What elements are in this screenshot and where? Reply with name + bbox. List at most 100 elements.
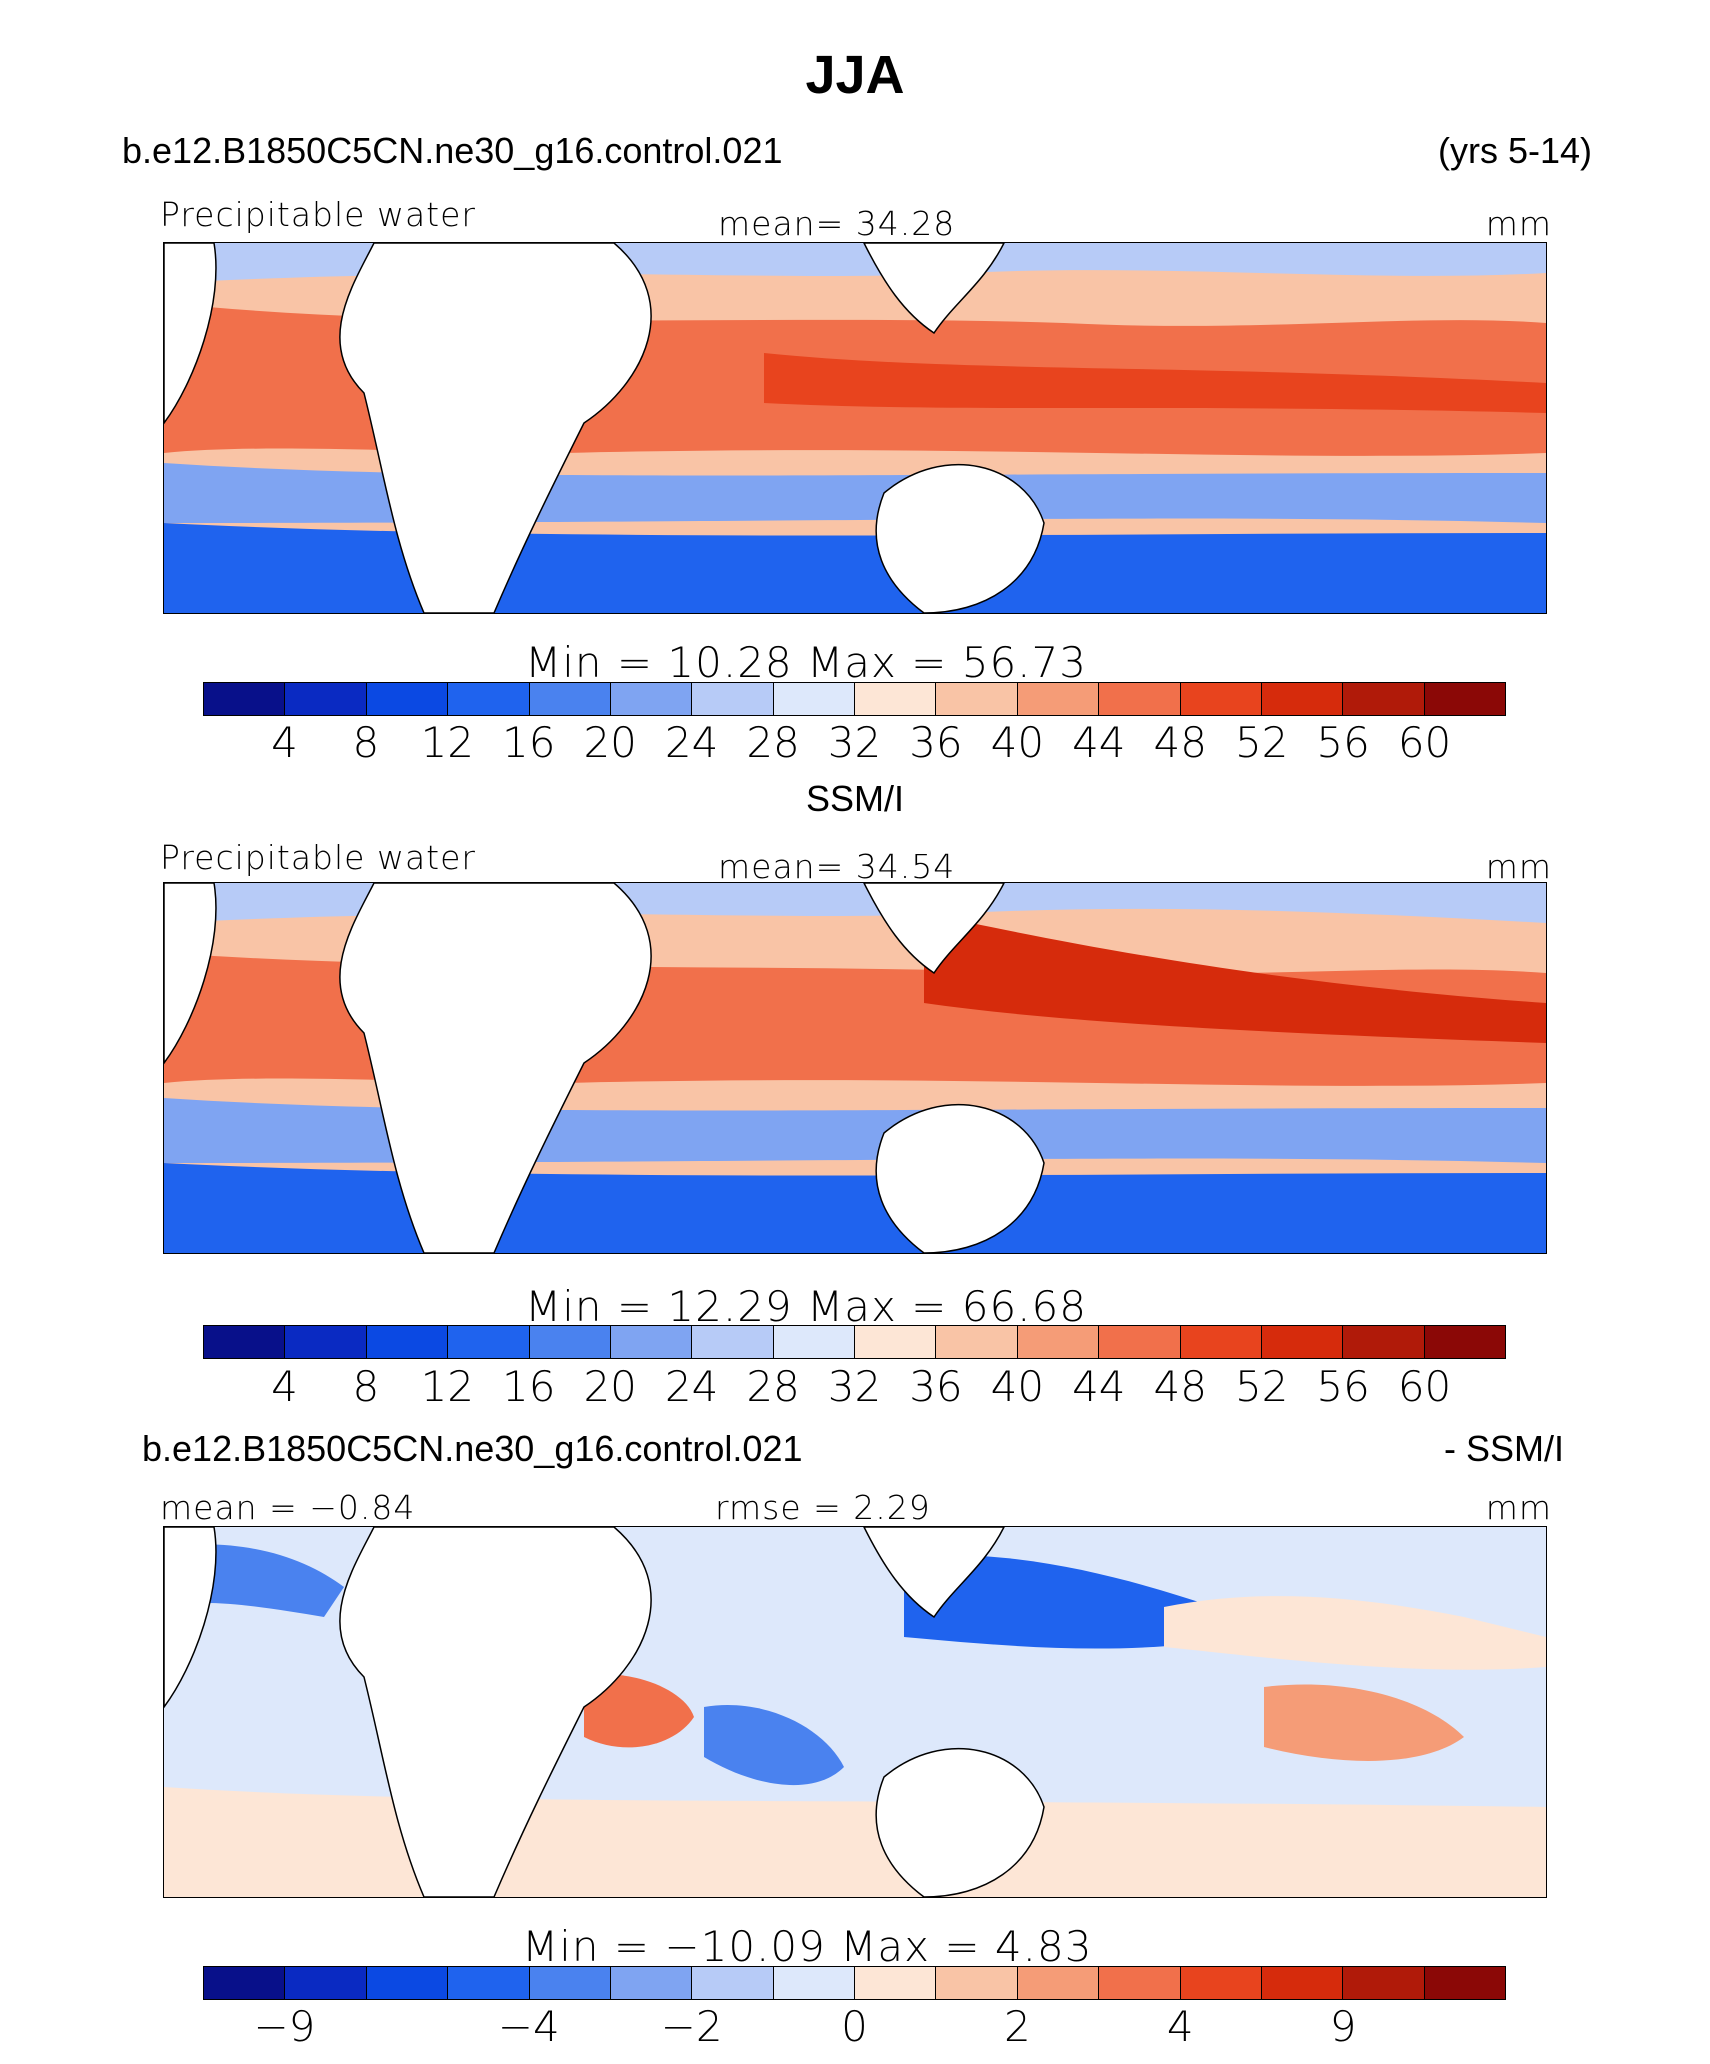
panel-2-asia [863, 883, 1005, 975]
colorbar-tick-label: 24 [664, 718, 719, 767]
panel-1-africa [339, 243, 652, 613]
panel-3-arabian-sea [584, 1674, 694, 1748]
colorbar-tick-label: 20 [583, 1362, 637, 1411]
panel-3-africa [339, 1527, 652, 1897]
panel-3-rmse-label: rmse = 2.29 [715, 1488, 931, 1527]
colorbar-tick-label: 12 [420, 718, 475, 767]
colorbar-tick-label: 44 [1072, 1362, 1126, 1411]
colorbar-tick-label: 9 [1329, 2002, 1357, 2051]
colorbar-tick-label: 8 [352, 718, 380, 767]
panel-1-minmax: Min = 10.28 Max = 56.73 [525, 638, 1087, 687]
colorbar-tick-label: 4 [271, 718, 298, 767]
panel-2-map [163, 882, 1547, 1254]
colorbar-swatch [1099, 683, 1181, 715]
panel-3-units-label: mm [1485, 1488, 1552, 1527]
colorbar-tick-label: 4 [271, 1362, 298, 1411]
colorbar-swatch [366, 1326, 449, 1358]
colorbar-swatch [1424, 683, 1505, 715]
panel-2-minmax: Min = 12.29 Max = 66.68 [525, 1282, 1087, 1331]
colorbar-tick-label: 36 [909, 718, 963, 767]
colorbar-tick-label: 4 [1166, 2002, 1194, 2051]
colorbar-swatch [610, 1326, 693, 1358]
colorbar-swatch [204, 1326, 286, 1358]
colorbar-swatch [1424, 1326, 1505, 1358]
colorbar-tick-label: 36 [909, 1362, 963, 1411]
colorbar-tick-label: 32 [827, 718, 882, 767]
colorbar-swatch [1343, 683, 1425, 715]
panel-1-title-right: (yrs 5-14) [1437, 130, 1592, 171]
panel-2-warm-pool [924, 913, 1546, 1043]
colorbar-swatch [1343, 1967, 1425, 1999]
panel-1-colorbar [203, 682, 1506, 716]
panel-2-southern-band [164, 1163, 1546, 1253]
panel-3-title-left: b.e12.B1850C5CN.ne30_g16.control.021 [142, 1428, 803, 1469]
colorbar-tick-label: 56 [1316, 1362, 1370, 1411]
panel-3-pacific-dry [904, 1555, 1244, 1649]
colorbar-swatch [692, 1326, 774, 1358]
colorbar-tick-label: 52 [1234, 1362, 1289, 1411]
colorbar-swatch [1261, 1326, 1344, 1358]
colorbar-swatch [1017, 1967, 1100, 1999]
colorbar-tick-label: 0 [841, 2002, 868, 2051]
panel-1-units-label: mm [1485, 204, 1552, 243]
panel-2-title: SSM/I [805, 778, 904, 819]
panel-3-pacific-wet [1164, 1596, 1546, 1670]
panel-1-map-svg [164, 243, 1546, 613]
colorbar-swatch [448, 1967, 530, 1999]
colorbar-tick-label: −4 [497, 2002, 560, 2051]
colorbar-swatch [1343, 1326, 1425, 1358]
panel-2-colorbar [203, 1325, 1506, 1359]
colorbar-swatch [529, 1326, 611, 1358]
colorbar-tick-label: 20 [583, 718, 637, 767]
colorbar-swatch [1017, 1326, 1100, 1358]
colorbar-tick-label: −9 [253, 2002, 316, 2051]
panel-3-bay-of-bengal [704, 1705, 844, 1786]
colorbar-swatch [1180, 683, 1262, 715]
colorbar-swatch [610, 1967, 693, 1999]
panel-3-asia [863, 1527, 1005, 1619]
colorbar-tick-label: 60 [1397, 718, 1452, 767]
colorbar-tick-label: 28 [746, 1362, 800, 1411]
colorbar-swatch [855, 1967, 937, 1999]
colorbar-swatch [773, 683, 855, 715]
panel-1-map [163, 242, 1547, 614]
colorbar-swatch [529, 1967, 611, 1999]
colorbar-swatch [204, 683, 286, 715]
panel-3-australia [875, 1747, 1045, 1897]
colorbar-tick-label: 24 [664, 1362, 719, 1411]
figure-title: JJA [805, 45, 905, 105]
panel-3-south-america [164, 1527, 217, 1709]
colorbar-swatch [366, 683, 449, 715]
colorbar-swatch [366, 1967, 449, 1999]
colorbar-tick-label: 8 [352, 1362, 380, 1411]
colorbar-tick-label: 12 [420, 1362, 475, 1411]
panel-1-australia [875, 463, 1045, 613]
panel-3-minmax: Min = −10.09 Max = 4.83 [522, 1922, 1093, 1971]
panel-1-title-left: b.e12.B1850C5CN.ne30_g16.control.021 [122, 130, 783, 171]
panel-2-units-label: mm [1485, 847, 1552, 886]
panel-3-map-svg [164, 1527, 1546, 1897]
colorbar-swatch [448, 1326, 530, 1358]
colorbar-tick-label: 16 [502, 718, 556, 767]
panel-1-variable-label: Precipitable water [160, 195, 476, 234]
colorbar-swatch [204, 1967, 286, 1999]
colorbar-tick-label: 52 [1234, 718, 1289, 767]
colorbar-swatch [285, 683, 367, 715]
panel-1-mean-label: mean= 34.28 [718, 204, 956, 243]
colorbar-swatch [936, 683, 1018, 715]
colorbar-swatch [285, 1326, 367, 1358]
colorbar-swatch [855, 683, 937, 715]
panel-3-title-right: - SSM/I [1443, 1428, 1564, 1469]
colorbar-tick-label: 40 [990, 1362, 1045, 1411]
panel-2-mean-label: mean= 34.54 [718, 847, 956, 886]
colorbar-tick-label: 28 [746, 718, 800, 767]
colorbar-swatch [1099, 1326, 1181, 1358]
colorbar-swatch [529, 683, 611, 715]
colorbar-swatch [1261, 1967, 1344, 1999]
colorbar-swatch [1180, 1326, 1262, 1358]
colorbar-swatch [692, 1967, 774, 1999]
colorbar-tick-label: −2 [660, 2002, 723, 2051]
colorbar-swatch [1261, 683, 1344, 715]
colorbar-tick-label: 60 [1397, 1362, 1452, 1411]
